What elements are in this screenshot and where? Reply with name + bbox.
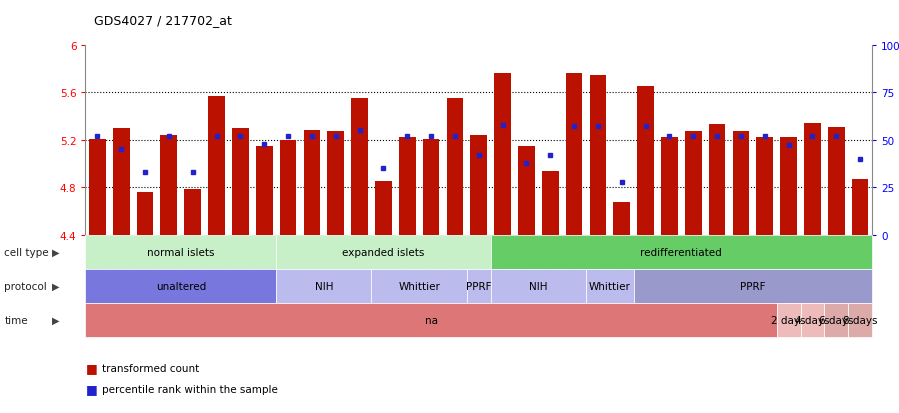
Bar — [137, 193, 154, 235]
Bar — [304, 131, 320, 235]
Bar — [399, 138, 415, 235]
Bar — [518, 146, 535, 235]
Bar — [447, 99, 463, 235]
Bar — [804, 124, 821, 235]
Bar — [828, 127, 845, 235]
Bar — [327, 132, 344, 235]
Bar — [89, 139, 106, 235]
Bar — [470, 135, 487, 235]
Bar — [494, 74, 511, 235]
Text: percentile rank within the sample: percentile rank within the sample — [102, 384, 278, 394]
Bar — [161, 135, 177, 235]
Bar — [184, 189, 201, 235]
Bar — [756, 138, 773, 235]
Bar — [780, 138, 797, 235]
Text: na: na — [424, 315, 438, 325]
Bar — [256, 146, 272, 235]
Text: ▶: ▶ — [52, 315, 59, 325]
Bar — [613, 202, 630, 235]
Text: unaltered: unaltered — [156, 281, 206, 291]
Text: normal islets: normal islets — [147, 247, 215, 257]
Text: 2 days: 2 days — [771, 315, 806, 325]
Text: ▶: ▶ — [52, 247, 59, 257]
Text: ▶: ▶ — [52, 281, 59, 291]
Text: 4 days: 4 days — [796, 315, 830, 325]
Text: NIH: NIH — [529, 281, 547, 291]
Bar — [733, 132, 749, 235]
Text: GDS4027 / 217702_at: GDS4027 / 217702_at — [94, 14, 232, 27]
Text: ■: ■ — [85, 361, 97, 375]
Bar — [708, 125, 725, 235]
Text: Whittier: Whittier — [398, 281, 441, 291]
Text: PPRF: PPRF — [466, 281, 492, 291]
Text: time: time — [4, 315, 28, 325]
Bar — [375, 182, 392, 235]
Text: Whittier: Whittier — [589, 281, 631, 291]
Text: transformed count: transformed count — [102, 363, 199, 373]
Bar — [352, 99, 368, 235]
Text: 6 days: 6 days — [819, 315, 853, 325]
Bar — [112, 128, 129, 235]
Bar — [232, 128, 249, 235]
Bar — [851, 180, 868, 235]
Text: protocol: protocol — [4, 281, 48, 291]
Bar — [565, 74, 583, 235]
Bar — [637, 87, 654, 235]
Bar — [209, 97, 225, 235]
Text: PPRF: PPRF — [740, 281, 766, 291]
Bar — [685, 132, 701, 235]
Bar — [280, 140, 297, 235]
Bar — [590, 76, 606, 235]
Bar — [661, 138, 678, 235]
Text: 8 days: 8 days — [843, 315, 877, 325]
Bar — [423, 139, 440, 235]
Bar — [542, 171, 558, 235]
Text: expanded islets: expanded islets — [343, 247, 424, 257]
Text: NIH: NIH — [315, 281, 333, 291]
Text: redifferentiated: redifferentiated — [640, 247, 722, 257]
Text: ■: ■ — [85, 382, 97, 395]
Text: cell type: cell type — [4, 247, 49, 257]
